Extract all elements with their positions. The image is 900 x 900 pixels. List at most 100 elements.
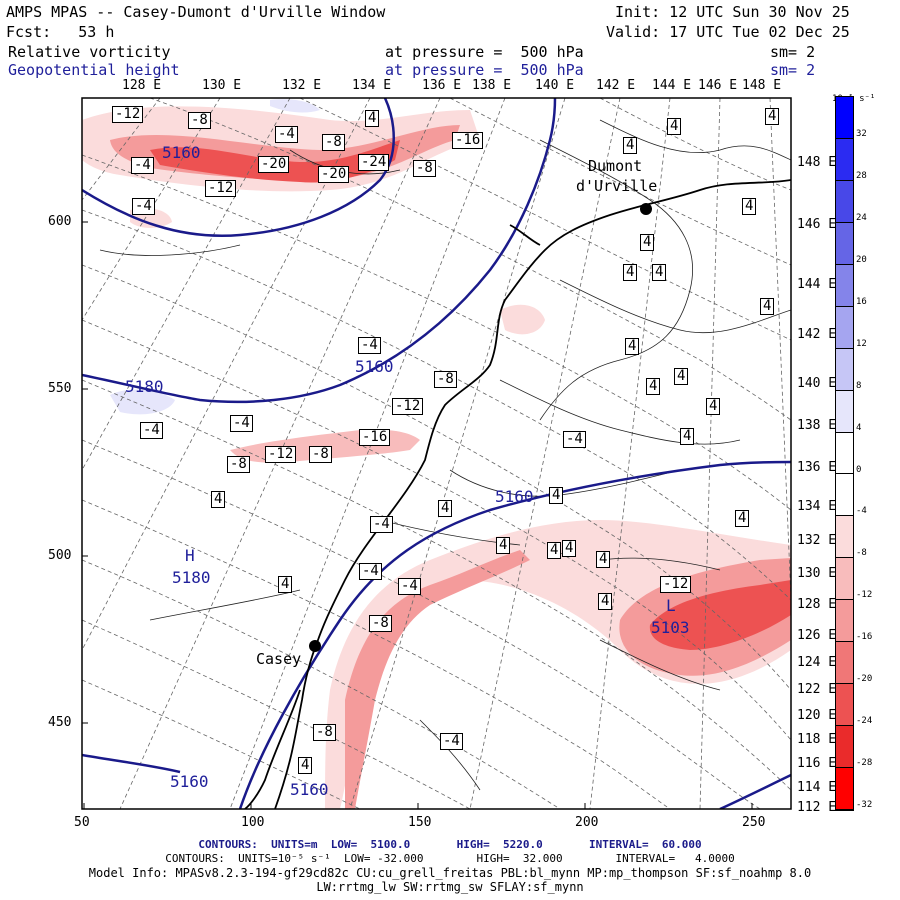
vorticity-label: 4 [765, 108, 780, 125]
longitude-label-right: 114 E [797, 780, 837, 795]
vorticity-label: 4 [278, 576, 293, 593]
vorticity-label: 4 [623, 137, 638, 154]
forecast-hour: Fcst: 53 h [6, 23, 115, 41]
colorbar-swatch [836, 642, 853, 685]
field1-level: at pressure = 500 hPa [385, 43, 584, 61]
colorbar-label: -32 [856, 800, 873, 811]
longitude-label-right: 134 E [797, 499, 837, 514]
plot-title: AMPS MPAS -- Casey-Dumont d'Urville Wind… [6, 3, 386, 21]
height-contour-5160-casey [238, 460, 791, 809]
longitude-label: 148 E [742, 78, 782, 93]
field2-level: at pressure = 500 hPa [385, 61, 584, 79]
vorticity-label: 4 [646, 378, 661, 395]
station-marker-dumont-durville[interactable] [640, 203, 652, 215]
colorbar-label: 16 [856, 296, 867, 307]
height-contour-5160-north [82, 98, 395, 237]
colorbar-swatch [836, 726, 853, 768]
longitude-label: 142 E [596, 78, 636, 93]
y-axis-label: 600 [48, 214, 72, 229]
colorbar-label: -16 [856, 632, 873, 643]
height-label: 5160 [355, 357, 394, 376]
colorbar-label: 8 [856, 380, 862, 391]
footer-vorticity-contours: CONTOURS: UNITS=10⁻⁵ s⁻¹ LOW= -32.000 HI… [165, 852, 735, 865]
colorbar [835, 96, 854, 811]
vorticity-label: -8 [313, 724, 336, 741]
longitude-label-right: 138 E [797, 418, 837, 433]
vorticity-label: -8 [309, 446, 332, 463]
colorbar-label: -28 [856, 758, 873, 769]
lat-lon-grid [82, 98, 791, 809]
vorticity-label: 4 [547, 542, 562, 559]
vorticity-label: -4 [131, 157, 154, 174]
vorticity-label: 4 [298, 757, 313, 774]
x-axis-label: 250 [742, 815, 766, 830]
longitude-label: 130 E [202, 78, 242, 93]
pressure-center-low-value: 5103 [651, 618, 690, 637]
vorticity-label: 4 [652, 264, 667, 281]
vorticity-label: -4 [358, 337, 381, 354]
longitude-label: 128 E [122, 78, 162, 93]
colorbar-swatch [836, 474, 853, 517]
colorbar-label: 12 [856, 338, 867, 349]
vorticity-label: -4 [359, 563, 382, 580]
colorbar-swatch [836, 684, 853, 727]
colorbar-swatch [836, 390, 853, 433]
y-axis-label: 450 [48, 715, 72, 730]
longitude-label: 146 E [698, 78, 738, 93]
x-axis-label: 50 [74, 815, 90, 830]
colorbar-swatch [836, 516, 853, 559]
pressure-center-high: H [185, 546, 195, 565]
vorticity-label: 4 [562, 540, 577, 557]
station-marker-casey[interactable] [309, 640, 321, 652]
longitude-label-right: 116 E [797, 756, 837, 771]
vorticity-label: -4 [440, 733, 463, 750]
height-contour-5160-mid [82, 98, 557, 404]
vorticity-label: 4 [598, 593, 613, 610]
colorbar-swatch [836, 432, 853, 475]
longitude-label: 144 E [652, 78, 692, 93]
colorbar-label: -12 [856, 590, 873, 601]
vorticity-label: 4 [438, 500, 453, 517]
vorticity-band-casey-inner [345, 550, 530, 809]
field2-name: Geopotential height [8, 61, 180, 79]
colorbar-swatch [836, 264, 853, 307]
height-label: 5160 [170, 772, 209, 791]
vorticity-label: -4 [132, 198, 155, 215]
longitude-label-right: 124 E [797, 655, 837, 670]
longitude-label: 134 E [352, 78, 392, 93]
vorticity-label: -12 [112, 106, 144, 123]
station-label-casey: Casey [256, 650, 302, 668]
vorticity-label: 4 [496, 537, 511, 554]
longitude-label: 132 E [282, 78, 322, 93]
pressure-center-low: L [666, 596, 676, 615]
colorbar-label: -4 [856, 506, 867, 517]
pressure-center-high-value: 5180 [172, 568, 211, 587]
vorticity-label: 4 [549, 487, 564, 504]
footer-height-contours: CONTOURS: UNITS=m LOW= 5100.0 HIGH= 5220… [198, 838, 702, 851]
longitude-label-right: 130 E [797, 566, 837, 581]
coastline [244, 179, 791, 809]
colorbar-label: 0 [856, 464, 862, 475]
valid-time: Valid: 17 UTC Tue 02 Dec 25 [606, 23, 850, 41]
vorticity-label: -4 [230, 415, 253, 432]
y-axis-label: 550 [48, 381, 72, 396]
colorbar-swatch [836, 138, 853, 181]
vorticity-label: -8 [322, 134, 345, 151]
vorticity-low-center [649, 580, 791, 650]
vorticity-label: 4 [760, 298, 775, 315]
colorbar-label: 20 [856, 254, 867, 265]
longitude-label-right: 118 E [797, 732, 837, 747]
vorticity-label: -4 [370, 516, 393, 533]
height-label: 5160 [495, 487, 534, 506]
colorbar-label: 24 [856, 212, 867, 223]
vorticity-label: -12 [205, 180, 237, 197]
x-axis-label: 150 [408, 815, 432, 830]
longitude-label: 138 E [472, 78, 512, 93]
vorticity-label: 4 [706, 398, 721, 415]
longitude-label-right: 140 E [797, 376, 837, 391]
colorbar-label: -8 [856, 548, 867, 559]
colorbar-swatch [836, 558, 853, 601]
vorticity-label: 4 [211, 491, 226, 508]
vorticity-label: 4 [625, 338, 640, 355]
field1-name: Relative vorticity [8, 43, 171, 61]
